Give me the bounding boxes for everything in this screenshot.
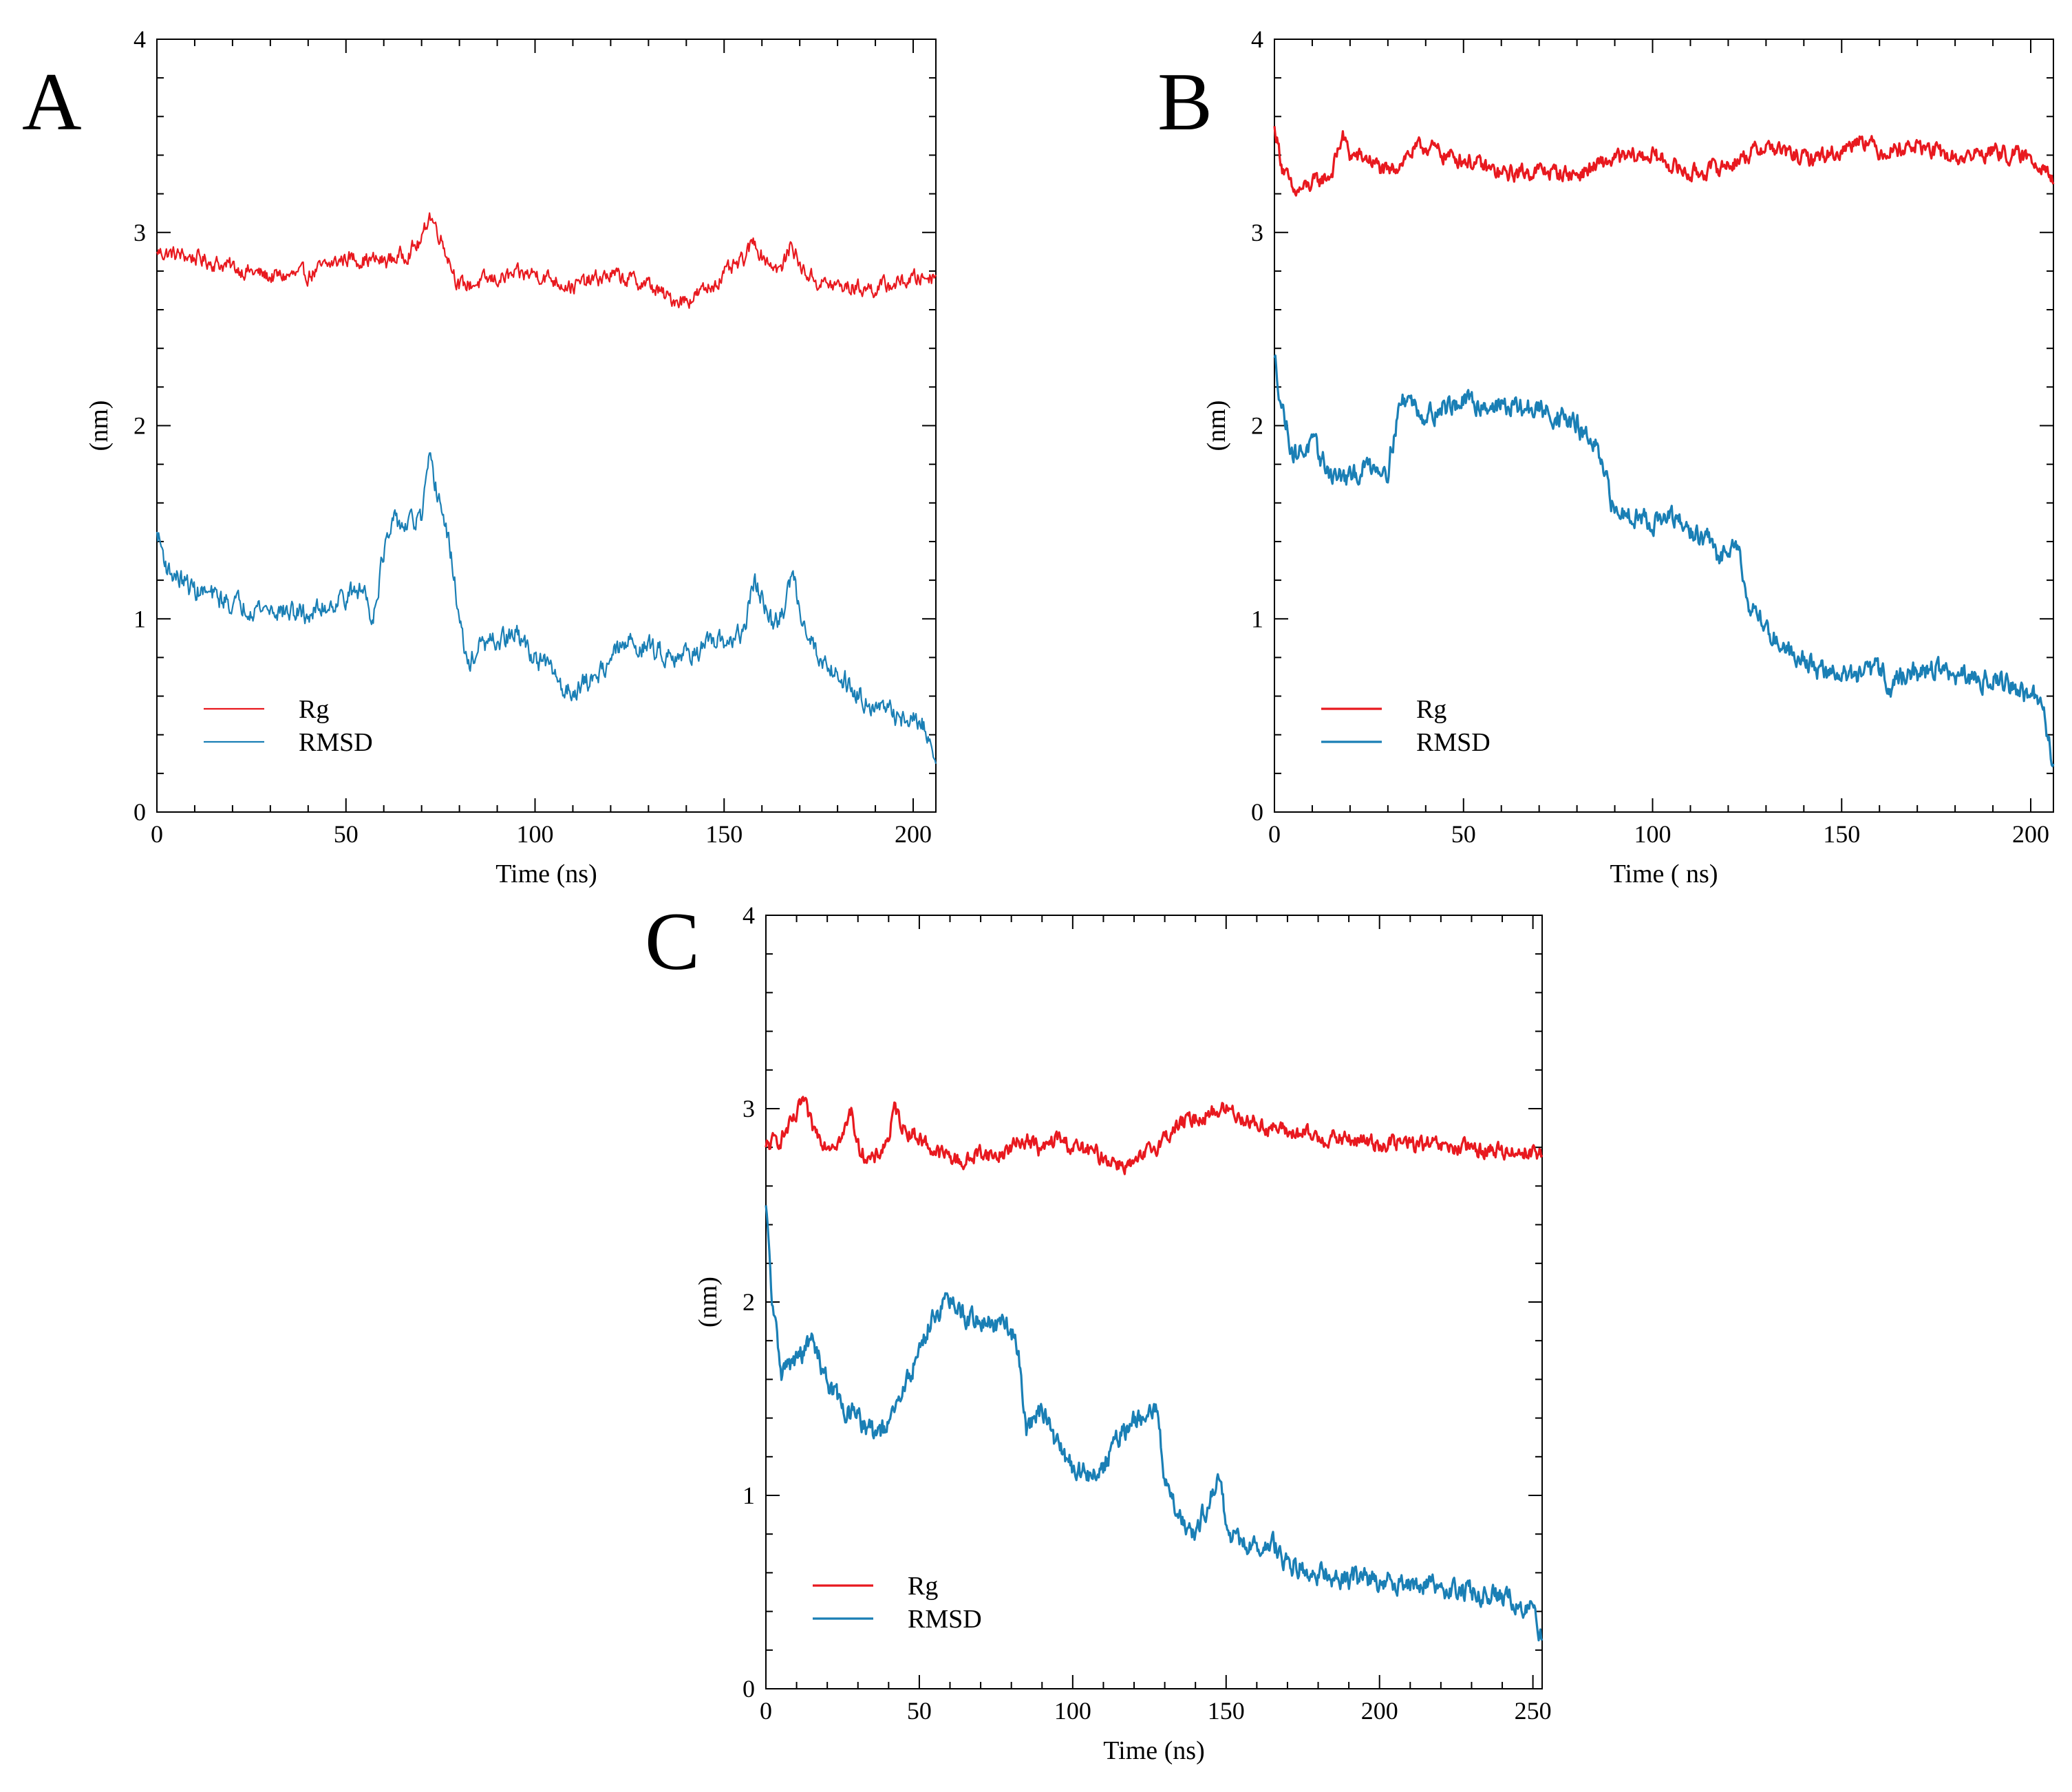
panel-letter-a: A xyxy=(22,56,82,147)
y-tick-label: 1 xyxy=(133,605,146,632)
legend-label-rg: Rg xyxy=(1416,695,1446,724)
x-tick-label: 50 xyxy=(1451,820,1476,848)
series-line-rmsd xyxy=(765,1205,1544,1642)
legend-label-rmsd: RMSD xyxy=(299,728,373,757)
x-tick-label: 250 xyxy=(1515,1697,1552,1725)
series-line-rg xyxy=(1273,126,2055,197)
x-tick-label: 100 xyxy=(517,820,554,848)
y-tick-label: 0 xyxy=(743,1675,755,1703)
series-line-rg xyxy=(156,212,937,309)
y-tick-label: 1 xyxy=(743,1482,755,1509)
y-axis-label: (nm) xyxy=(1202,401,1231,451)
panel-letter-c: C xyxy=(645,895,700,987)
x-tick-label: 0 xyxy=(760,1697,772,1725)
chart-panel-a: 0 50 100 150 200 0 1 2 3 4 Time (ns) (nm) Rg RMSD xyxy=(85,25,937,888)
y-axis-label: (nm) xyxy=(85,401,114,451)
chart-panel-c: 0 50 100 150 200 250 0 1 2 3 4 Time (ns) (nm) Rg RMSD xyxy=(694,902,1552,1765)
y-tick-label: 2 xyxy=(133,412,146,440)
x-tick-label: 150 xyxy=(1208,1697,1245,1725)
x-tick-label: 50 xyxy=(907,1697,932,1725)
y-tick-label: 3 xyxy=(133,219,146,246)
legend-label-rg: Rg xyxy=(908,1572,938,1601)
series-line-rmsd xyxy=(1273,354,2055,767)
x-axis-label: Time (ns) xyxy=(495,860,597,888)
x-tick-label: 150 xyxy=(1823,820,1860,848)
series-line-rg xyxy=(765,1096,1544,1175)
x-axis-label: Time (ns) xyxy=(1103,1736,1204,1765)
x-tick-label: 150 xyxy=(705,820,743,848)
x-tick-label: 200 xyxy=(1361,1697,1398,1725)
x-tick-label: 0 xyxy=(151,820,163,848)
x-tick-label: 50 xyxy=(334,820,359,848)
plot-frame xyxy=(156,39,937,813)
plot-frame xyxy=(1274,39,2054,813)
y-axis-label: (nm) xyxy=(694,1277,723,1327)
y-tick-label: 4 xyxy=(743,902,755,929)
y-tick-label: 2 xyxy=(743,1288,755,1316)
legend-label-rmsd: RMSD xyxy=(908,1605,982,1634)
y-tick-label: 3 xyxy=(1251,219,1263,246)
plot-frame xyxy=(765,915,1543,1689)
y-tick-label: 1 xyxy=(1251,605,1263,632)
y-tick-label: 4 xyxy=(1251,25,1263,53)
chart-panel-b: 0 50 100 150 200 0 1 2 3 4 Time ( ns) (nm) Rg RMSD xyxy=(1202,25,2055,888)
x-tick-label: 200 xyxy=(895,820,932,848)
y-tick-label: 3 xyxy=(743,1095,755,1122)
legend-label-rmsd: RMSD xyxy=(1416,728,1491,757)
x-axis-label: Time ( ns) xyxy=(1610,860,1718,888)
x-tick-label: 200 xyxy=(2012,820,2049,848)
y-tick-label: 2 xyxy=(1251,412,1263,440)
y-tick-label: 0 xyxy=(1251,798,1263,826)
series-line-rmsd xyxy=(156,452,937,765)
x-tick-label: 100 xyxy=(1054,1697,1091,1725)
x-tick-label: 100 xyxy=(1634,820,1672,848)
panel-letter-b: B xyxy=(1157,56,1213,147)
legend-label-rg: Rg xyxy=(299,695,329,724)
y-tick-label: 0 xyxy=(133,798,146,826)
x-tick-label: 0 xyxy=(1268,820,1281,848)
y-tick-label: 4 xyxy=(133,25,146,53)
